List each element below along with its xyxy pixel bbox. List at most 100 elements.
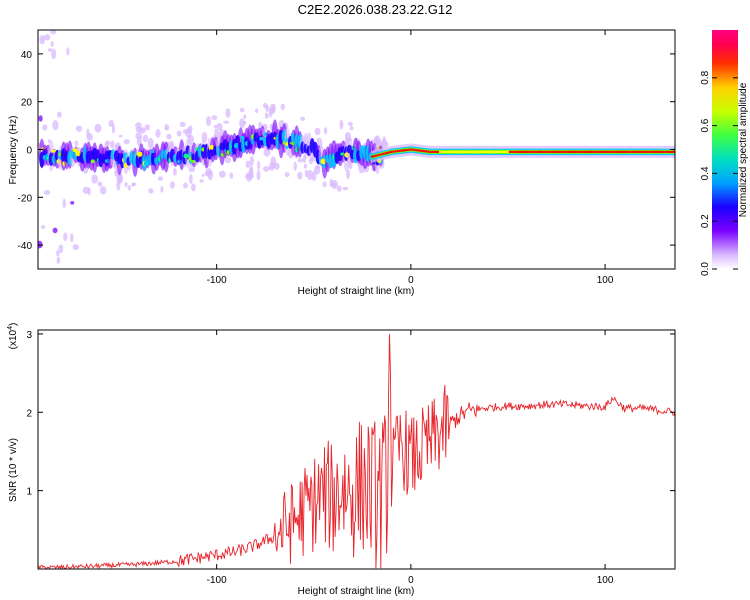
tone-core (627, 150, 630, 153)
spectrogram-noise (39, 35, 46, 45)
spectrogram-noise (280, 103, 286, 111)
spectrogram-noise (124, 181, 128, 188)
tone-core (578, 150, 582, 153)
spectrogram-noise (206, 115, 212, 127)
spectrogram-noise (56, 256, 61, 265)
tone-core (664, 150, 667, 153)
spectrogram-noise (63, 232, 68, 242)
spectrogram-noise (42, 124, 48, 131)
spectrogram-noise (245, 160, 251, 169)
tone-core (473, 150, 477, 153)
spectrogram-y-tick-label: -20 (18, 193, 33, 204)
tone-core (623, 150, 626, 153)
spectrogram-noise (258, 121, 262, 128)
spectrogram-noise (91, 174, 98, 184)
snr-x-tick-label: -100 (207, 575, 227, 586)
tone-core (514, 150, 518, 153)
tone-core (456, 150, 459, 153)
spectrogram-noise (374, 135, 379, 146)
tone-core (606, 150, 609, 153)
tone-core (501, 150, 504, 153)
spectrogram-image (38, 30, 675, 265)
spectrogram-noise (166, 133, 172, 140)
spectrogram-noise (297, 158, 304, 163)
colorbar-tick-label: 0.0 (700, 262, 711, 276)
spectrogram-x-label: Height of straight line (km) (298, 286, 415, 297)
tone-core (524, 150, 527, 153)
spectrogram-noise (40, 225, 46, 230)
spectrogram-noise (38, 240, 43, 249)
tone-core (400, 149, 403, 152)
spectrogram-panel: -100 0 100 -40 -20 0 20 40 Height of straight l… (8, 29, 676, 297)
spectrogram-noise (263, 148, 271, 157)
tone-core (666, 150, 669, 153)
tone-core (491, 150, 494, 153)
tone-core (417, 149, 421, 152)
tone-core (637, 150, 640, 153)
tone-core (582, 150, 586, 153)
snr-y-tick-label: 1 (26, 487, 32, 498)
tone-core (390, 150, 393, 153)
tone-core (635, 150, 638, 153)
tone-core (462, 150, 465, 153)
tone-core (450, 150, 454, 153)
tone-core (419, 149, 422, 152)
tone-core (405, 148, 409, 152)
tone-core (613, 150, 617, 153)
tone-core (668, 150, 671, 153)
snr-frame (37, 329, 676, 570)
tone-core (551, 150, 555, 153)
spectrogram-noise (219, 170, 226, 178)
tone-core (672, 150, 675, 153)
spectrogram-noise (176, 130, 182, 137)
tone-core (656, 150, 659, 153)
tone-core (594, 150, 597, 153)
spectrogram-noise (191, 183, 196, 192)
tone-core (485, 150, 489, 153)
tone-core (633, 150, 636, 153)
tone-core (584, 150, 588, 153)
figure-title: C2E2.2026.038.23.22.G12 (298, 2, 453, 17)
spectrogram-noise (70, 233, 74, 243)
spectrogram-noise (95, 186, 102, 196)
spectrogram-noise (104, 140, 111, 146)
spectrogram-speckle (143, 160, 150, 167)
colorbar-gradient (712, 30, 738, 269)
tone-core (477, 150, 481, 153)
spectrogram-noise (170, 181, 175, 189)
tone-core (576, 150, 580, 153)
spectrogram-noise (214, 128, 219, 133)
spectrogram-noise (94, 123, 102, 133)
tone-core (619, 150, 623, 153)
tone-core (396, 150, 399, 153)
tone-core (609, 150, 613, 153)
spectrogram-noise (66, 47, 70, 56)
spectrogram-noise (135, 122, 142, 129)
tone-core (561, 150, 564, 153)
tone-core (650, 150, 654, 153)
tone-core (586, 150, 590, 153)
spectrogram-noise (117, 172, 123, 183)
spectrogram-axes: -100 0 100 -40 -20 0 20 40 (18, 30, 675, 286)
tone-core (398, 149, 401, 153)
tone-core (539, 150, 543, 153)
snr-plot (38, 333, 675, 569)
spectrogram-noise (248, 167, 253, 177)
spectrogram-noise (254, 108, 259, 114)
spectrogram-noise (99, 186, 107, 195)
snr-y-tick-label: 3 (26, 330, 32, 341)
tone-core (483, 150, 487, 153)
tone-core (549, 150, 553, 153)
spectrogram-noise (264, 112, 269, 119)
spectrogram-noise (179, 121, 186, 127)
spectrogram-noise (44, 34, 51, 41)
spectrogram-noise (157, 176, 164, 181)
spectrogram-noise (38, 115, 43, 122)
tone-core (439, 150, 442, 153)
tone-core (409, 148, 413, 151)
spectrogram-y-tick-label: -40 (18, 241, 33, 252)
spectrogram-noise (142, 134, 149, 143)
spectrogram-noise (75, 125, 83, 132)
tone-core (506, 150, 510, 153)
